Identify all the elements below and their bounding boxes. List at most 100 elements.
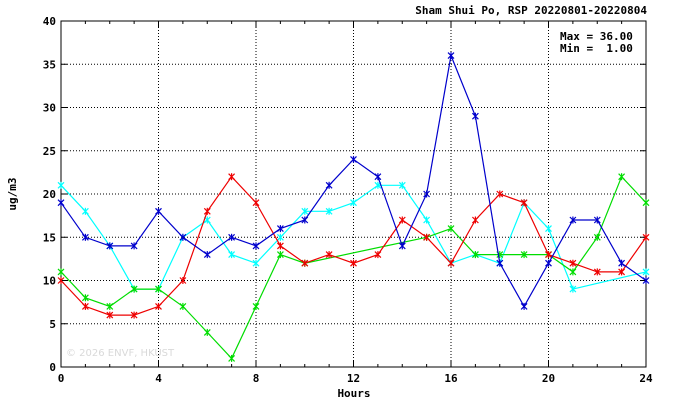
x-tick-label: 24 [639, 372, 653, 385]
y-tick-label: 25 [43, 145, 56, 158]
data-point [545, 259, 552, 267]
data-point [179, 277, 187, 284]
data-point [81, 207, 89, 215]
data-point [81, 233, 89, 241]
grid-lines [61, 21, 646, 367]
data-point [423, 233, 431, 241]
x-axis-label: Hours [337, 387, 370, 400]
data-point [179, 302, 187, 310]
x-tick-label: 12 [347, 372, 360, 385]
data-point [325, 207, 333, 215]
data-point [618, 268, 626, 276]
data-point [447, 225, 455, 233]
data-point [276, 251, 284, 259]
data-point [398, 242, 406, 250]
x-tick-label: 4 [155, 372, 162, 385]
data-point [203, 207, 211, 215]
data-point [350, 155, 357, 163]
data-point [276, 225, 284, 233]
x-tick-label: 16 [444, 372, 458, 385]
max-label: Max = 36.00 [560, 30, 633, 43]
watermark: © 2026 ENVF, HKUST [66, 348, 175, 359]
x-tick-label: 8 [253, 372, 260, 385]
data-point [57, 268, 65, 276]
data-point [398, 216, 406, 224]
data-point [106, 242, 114, 250]
data-point [228, 233, 236, 241]
data-point [106, 302, 114, 310]
y-tick-label: 5 [49, 318, 56, 331]
data-point [642, 233, 650, 241]
data-point [155, 285, 162, 293]
data-point [642, 277, 650, 284]
data-point [593, 216, 601, 224]
data-point [252, 259, 260, 267]
data-point [57, 181, 65, 189]
data-point [471, 251, 479, 259]
data-point [179, 233, 187, 241]
data-point [81, 294, 89, 302]
data-point [252, 199, 260, 207]
y-tick-label: 0 [49, 361, 56, 374]
y-tick-label: 10 [43, 275, 56, 288]
data-point [130, 285, 138, 293]
data-point [447, 259, 455, 267]
data-point [447, 52, 455, 60]
data-point [569, 268, 577, 276]
data-point [593, 233, 601, 241]
data-point [520, 251, 528, 259]
data-point [276, 242, 284, 250]
series-3 [57, 173, 650, 319]
data-point [252, 242, 260, 250]
data-point [228, 173, 236, 181]
data-point [203, 251, 211, 259]
data-point [545, 251, 552, 259]
data-point [569, 216, 577, 224]
data-point [228, 251, 236, 259]
data-point [228, 354, 236, 362]
axis-ticks: 0 4 8 12 16 20 24 0 5 10 15 20 25 30 35 40 [43, 15, 653, 385]
data-point [496, 259, 504, 267]
data-point [545, 225, 552, 233]
data-point [423, 216, 431, 224]
data-point [203, 328, 211, 336]
data-point [471, 112, 479, 120]
series-group [57, 52, 650, 362]
data-point [301, 216, 309, 224]
data-point [130, 311, 138, 319]
x-tick-label: 0 [58, 372, 65, 385]
data-point [593, 268, 601, 276]
min-label: Min = 1.00 [560, 42, 633, 55]
y-tick-label: 15 [43, 231, 56, 244]
data-point [57, 277, 65, 284]
data-point [520, 302, 528, 310]
y-tick-label: 40 [43, 15, 56, 28]
y-tick-label: 35 [43, 58, 56, 71]
data-point [276, 233, 284, 241]
data-point [325, 181, 333, 189]
data-point [471, 216, 479, 224]
data-point [106, 311, 114, 319]
y-tick-label: 30 [43, 102, 56, 115]
y-tick-label: 20 [43, 188, 56, 201]
data-point [155, 207, 162, 215]
data-point [642, 268, 650, 276]
series-4 [57, 52, 650, 310]
data-point [57, 199, 65, 207]
data-point [374, 173, 382, 181]
data-point [569, 285, 577, 293]
data-point [252, 302, 260, 310]
data-point [301, 259, 309, 267]
data-point [130, 242, 138, 250]
x-tick-label: 20 [542, 372, 555, 385]
data-point [398, 181, 406, 189]
y-axis-label: ug/m3 [6, 177, 19, 210]
data-point [569, 259, 577, 267]
data-point [618, 173, 626, 181]
data-point [81, 302, 89, 310]
data-point [155, 302, 162, 310]
data-point [423, 190, 431, 198]
data-point [520, 199, 528, 207]
chart-title: Sham Shui Po, RSP 20220801-20220804 [415, 4, 647, 17]
